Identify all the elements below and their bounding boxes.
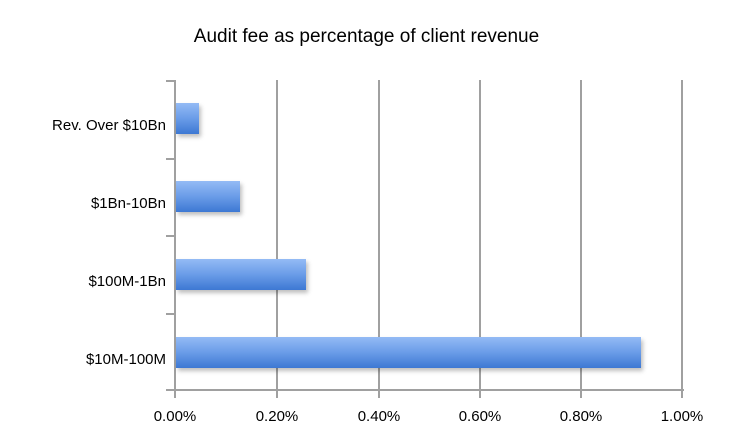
y-tick xyxy=(166,313,174,315)
y-label: Rev. Over $10Bn xyxy=(52,117,166,134)
gridline xyxy=(378,80,380,390)
x-axis xyxy=(166,389,684,391)
y-tick xyxy=(166,235,174,237)
gridline xyxy=(681,80,683,390)
x-tick-label: 0.80% xyxy=(559,408,603,425)
y-label: $10M-100M xyxy=(85,351,166,368)
y-tick xyxy=(166,80,174,82)
x-tick xyxy=(378,390,380,398)
x-tick xyxy=(580,390,582,398)
x-tick-label: 0.00% xyxy=(153,408,197,425)
gridline xyxy=(580,80,582,390)
gridline xyxy=(276,80,278,390)
x-tick xyxy=(276,390,278,398)
x-tick-label: 1.00% xyxy=(660,408,704,425)
x-tick xyxy=(479,390,481,398)
y-tick xyxy=(166,158,174,160)
bar xyxy=(176,181,241,212)
chart-title: Audit fee as percentage of client revenu… xyxy=(193,26,540,47)
x-tick xyxy=(681,390,683,398)
y-label: $1Bn-10Bn xyxy=(90,195,166,212)
x-tick-label: 0.20% xyxy=(255,408,299,425)
y-label: $100M-1Bn xyxy=(88,273,166,290)
y-axis xyxy=(174,80,176,398)
bar xyxy=(176,337,642,368)
x-tick xyxy=(174,390,176,398)
plot-area xyxy=(166,80,684,398)
bar xyxy=(176,103,200,134)
x-tick-label: 0.60% xyxy=(458,408,502,425)
bar xyxy=(176,259,307,290)
gridline xyxy=(479,80,481,390)
x-tick-label: 0.40% xyxy=(357,408,401,425)
